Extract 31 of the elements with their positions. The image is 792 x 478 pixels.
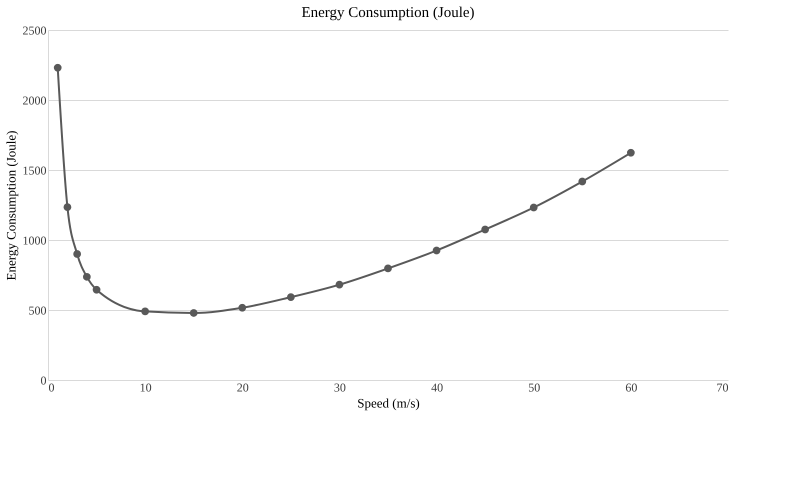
point [64, 203, 72, 211]
x-tick-label: 10 [140, 380, 152, 394]
y-tick-label: 500 [28, 304, 46, 318]
chart-title: Energy Consumption (Joule) [301, 5, 475, 21]
x-tick-label: 40 [431, 380, 444, 394]
point [336, 280, 344, 289]
point [238, 304, 246, 312]
y-tick-label: 2000 [22, 94, 46, 108]
point [626, 148, 635, 157]
x-tick-label: 60 [625, 380, 638, 394]
point [481, 226, 490, 234]
x-tick-label: 30 [334, 380, 346, 394]
x-tick-label: 50 [528, 380, 540, 394]
x-tick-label: 20 [236, 380, 249, 394]
x-axis-title: Speed (m/s) [357, 396, 420, 410]
point [82, 272, 91, 281]
point [92, 286, 100, 294]
point [530, 204, 538, 212]
point [384, 264, 392, 272]
point [578, 178, 586, 186]
x-tick-label: 70 [716, 380, 728, 394]
point [286, 293, 295, 301]
y-tick-label: 2500 [22, 24, 46, 38]
point [73, 250, 82, 258]
y-axis-title: Energy Consumption (Joule) [4, 130, 18, 280]
point [141, 308, 150, 316]
y-tick-label: 1500 [22, 164, 46, 178]
y-tick-label: 1000 [22, 234, 46, 248]
point [54, 64, 62, 72]
point [432, 246, 440, 254]
point [190, 309, 198, 317]
